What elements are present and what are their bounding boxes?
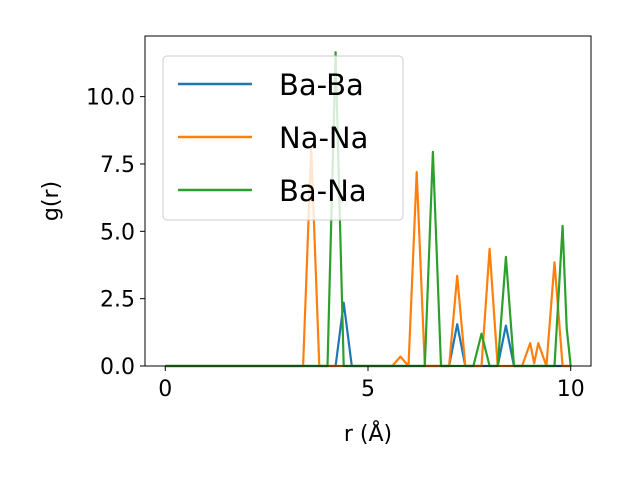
legend: Ba-Ba Na-Na Ba-Na <box>162 55 404 221</box>
y-tick-label: 0.0 <box>100 355 135 380</box>
y-tick-label: 2.5 <box>100 288 135 313</box>
y-tick-label: 7.5 <box>100 153 135 178</box>
y-axis-label: g(r) <box>39 181 64 221</box>
series-line-ba-na <box>165 51 572 368</box>
legend-label-ba-ba: Ba-Ba <box>279 68 364 102</box>
x-tick-label: 0 <box>158 377 172 402</box>
y-axis: 0.0 2.5 5.0 7.5 10.0 <box>86 86 145 380</box>
series-line-ba-ba <box>165 301 571 368</box>
x-tick-label: 10 <box>557 377 585 402</box>
x-axis: 0 5 10 <box>158 366 585 402</box>
x-axis-label: r (Å) <box>344 420 392 447</box>
legend-label-na-na: Na-Na <box>279 121 368 155</box>
y-tick-label: 10.0 <box>86 86 135 111</box>
legend-label-ba-na: Ba-Na <box>279 174 367 208</box>
y-tick-label: 5.0 <box>100 220 135 245</box>
x-tick-label: 5 <box>361 377 375 402</box>
legend-box <box>162 55 404 221</box>
